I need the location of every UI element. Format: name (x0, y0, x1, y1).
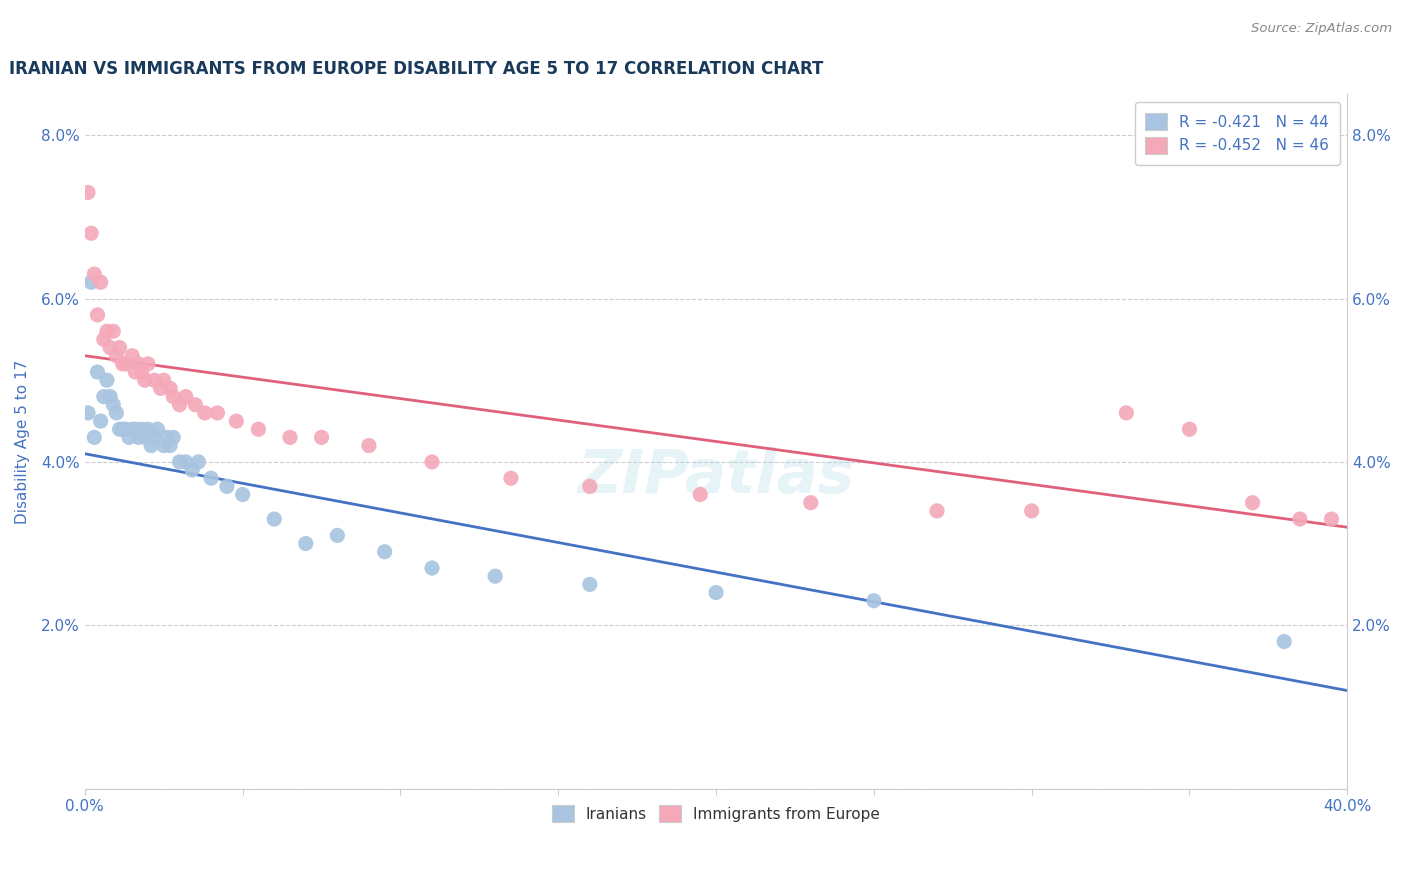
Point (156, 430, 179, 444)
Point (215, 479, 238, 493)
Point (1320, 512, 1343, 526)
Point (187, 455, 209, 469)
Text: ZIPatlas: ZIPatlas (578, 447, 855, 506)
Point (311, 430, 333, 444)
Point (294, 536, 316, 550)
Point (139, 439, 162, 453)
Point (357, 439, 380, 453)
Point (111, 357, 134, 371)
Point (159, 381, 181, 395)
Point (86, 308, 108, 322)
Point (1241, 496, 1264, 510)
Point (136, 422, 159, 436)
Point (128, 430, 150, 444)
Point (115, 357, 138, 371)
Point (118, 430, 141, 444)
Point (80, 275, 103, 289)
Point (578, 577, 600, 591)
Point (103, 398, 125, 412)
Point (77, 186, 100, 200)
Point (420, 455, 443, 469)
Point (326, 528, 349, 542)
Point (232, 487, 254, 501)
Point (83, 267, 105, 281)
Point (863, 593, 886, 607)
Point (131, 422, 153, 436)
Point (124, 422, 146, 436)
Point (83, 430, 105, 444)
Point (105, 349, 128, 363)
Point (115, 422, 138, 436)
Point (925, 504, 948, 518)
Point (90, 275, 112, 289)
Point (499, 471, 522, 485)
Point (90, 414, 112, 428)
Point (159, 439, 181, 453)
Point (136, 357, 159, 371)
Point (111, 422, 134, 436)
Point (420, 561, 443, 575)
Point (1115, 406, 1137, 420)
Text: Source: ZipAtlas.com: Source: ZipAtlas.com (1251, 22, 1392, 36)
Point (263, 512, 285, 526)
Point (152, 373, 174, 387)
Point (121, 422, 143, 436)
Point (143, 430, 166, 444)
Point (128, 357, 150, 371)
Point (105, 406, 128, 420)
Point (124, 365, 146, 379)
Point (1289, 512, 1312, 526)
Point (225, 414, 247, 428)
Point (162, 390, 184, 404)
Point (174, 390, 197, 404)
Point (86, 365, 108, 379)
Point (80, 226, 103, 240)
Point (169, 398, 191, 412)
Point (247, 422, 270, 436)
Point (96, 373, 118, 387)
Point (108, 341, 131, 355)
Legend: Iranians, Immigrants from Europe: Iranians, Immigrants from Europe (541, 794, 890, 833)
Point (200, 471, 222, 485)
Point (143, 373, 166, 387)
Point (93, 333, 115, 347)
Point (1021, 504, 1043, 518)
Point (374, 545, 396, 559)
Point (207, 406, 229, 420)
Point (704, 585, 727, 599)
Point (121, 349, 143, 363)
Point (134, 430, 156, 444)
Point (194, 406, 217, 420)
Point (578, 479, 600, 493)
Point (800, 496, 823, 510)
Text: IRANIAN VS IMMIGRANTS FROM EUROPE DISABILITY AGE 5 TO 17 CORRELATION CHART: IRANIAN VS IMMIGRANTS FROM EUROPE DISABI… (8, 60, 824, 78)
Y-axis label: Disability Age 5 to 17: Disability Age 5 to 17 (15, 359, 30, 524)
Point (146, 422, 169, 436)
Point (98, 341, 121, 355)
Point (184, 398, 207, 412)
Point (1178, 422, 1201, 436)
Point (169, 455, 191, 469)
Point (181, 463, 204, 477)
Point (131, 365, 153, 379)
Point (93, 390, 115, 404)
Point (278, 430, 301, 444)
Point (162, 430, 184, 444)
Point (149, 381, 172, 395)
Point (98, 390, 121, 404)
Point (484, 569, 506, 583)
Point (1272, 634, 1295, 648)
Point (152, 439, 174, 453)
Point (108, 422, 131, 436)
Point (96, 324, 118, 338)
Point (689, 487, 711, 501)
Point (134, 373, 156, 387)
Point (174, 455, 197, 469)
Point (77, 406, 100, 420)
Point (103, 324, 125, 338)
